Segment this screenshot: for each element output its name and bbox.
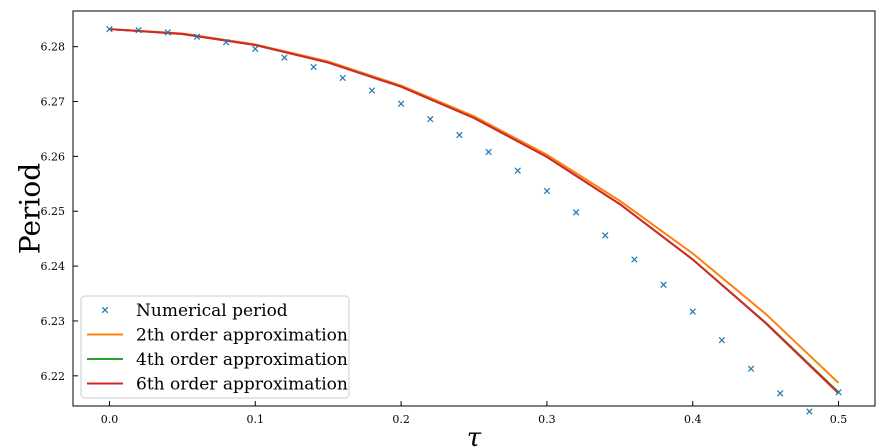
data-point-marker bbox=[106, 25, 113, 33]
legend-item: 4th order approximation bbox=[87, 350, 348, 370]
data-point-marker bbox=[397, 100, 405, 107]
data-point-marker bbox=[252, 45, 259, 53]
legend-label: Numerical period bbox=[136, 301, 288, 321]
y-tick-label: 6.23 bbox=[41, 315, 66, 328]
data-point-marker bbox=[164, 29, 172, 36]
x-tick-label: 0.5 bbox=[830, 413, 848, 426]
data-point-marker bbox=[339, 74, 346, 82]
x-tick-label: 0.1 bbox=[247, 413, 265, 426]
legend-item: 6th order approximation bbox=[87, 375, 348, 395]
series-markers bbox=[106, 25, 842, 415]
data-point-marker bbox=[572, 209, 580, 216]
y-tick-label: 6.24 bbox=[41, 260, 66, 273]
x-tick-label: 0.0 bbox=[101, 413, 119, 426]
data-point-marker bbox=[806, 408, 813, 415]
data-point-marker bbox=[718, 336, 726, 344]
legend-label: 4th order approximation bbox=[136, 350, 348, 370]
plot-frame bbox=[72, 10, 876, 407]
data-point-marker bbox=[660, 281, 667, 288]
data-point-marker bbox=[281, 54, 288, 61]
x-tick-label: 0.4 bbox=[684, 413, 702, 426]
y-tick-label: 6.22 bbox=[41, 370, 66, 383]
data-point-marker bbox=[456, 131, 463, 139]
data-point-marker bbox=[835, 389, 842, 396]
y-tick-label: 6.25 bbox=[41, 205, 66, 218]
legend-label: 2th order approximation bbox=[136, 326, 348, 346]
data-point-marker bbox=[514, 167, 521, 174]
y-axis-label: Period bbox=[14, 163, 47, 254]
legend-marker-icon bbox=[101, 306, 109, 314]
data-point-marker bbox=[543, 187, 551, 195]
x-axis-ticks: 0.0 0.1 0.2 0.3 0.4 0.5 bbox=[101, 401, 848, 426]
data-point-marker bbox=[427, 115, 434, 123]
data-point-marker bbox=[747, 365, 755, 372]
legend-item: Numerical period bbox=[101, 301, 288, 321]
data-point-marker bbox=[310, 63, 317, 71]
data-point-marker bbox=[776, 390, 784, 397]
series-line-4 bbox=[109, 28, 840, 395]
y-axis-ticks: 6.22 6.23 6.24 6.25 6.26 6.27 6.28 bbox=[41, 41, 78, 383]
legend-box bbox=[80, 295, 350, 399]
x-tick-label: 0.3 bbox=[538, 413, 556, 426]
data-point-marker bbox=[631, 256, 638, 263]
y-tick-label: 6.26 bbox=[41, 150, 66, 163]
data-point-marker bbox=[689, 308, 696, 315]
legend-item: 2th order approximation bbox=[87, 326, 348, 346]
data-point-marker bbox=[193, 33, 201, 41]
x-axis-label: τ bbox=[467, 423, 482, 447]
data-point-marker bbox=[135, 26, 142, 34]
data-point-marker bbox=[485, 148, 492, 156]
data-point-marker bbox=[368, 87, 376, 94]
y-tick-label: 6.28 bbox=[41, 41, 66, 54]
legend: Numerical period 2th order approximation 4… bbox=[80, 295, 350, 399]
data-point-marker bbox=[602, 232, 609, 239]
x-tick-label: 0.2 bbox=[392, 413, 410, 426]
legend-label: 6th order approximation bbox=[136, 375, 348, 395]
data-point-marker bbox=[222, 39, 230, 46]
series-layer bbox=[106, 25, 842, 415]
y-tick-label: 6.27 bbox=[41, 96, 66, 109]
